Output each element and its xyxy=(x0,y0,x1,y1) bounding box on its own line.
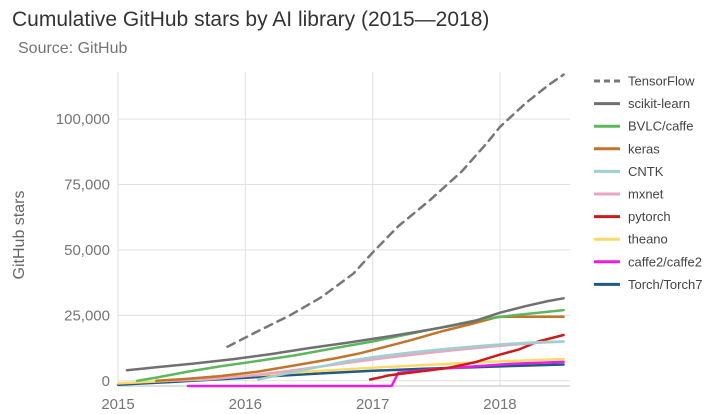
x-tick-label: 2016 xyxy=(229,396,262,413)
y-tick-label: 100,000 xyxy=(56,111,110,128)
y-tick-label: 0 xyxy=(102,373,110,390)
x-tick-label: 2015 xyxy=(101,396,134,413)
series-line-scikit-learn xyxy=(125,297,565,372)
legend-label-caffe2-caffe2: caffe2/caffe2 xyxy=(628,254,702,269)
legend-label-bvlc-caffe: BVLC/caffe xyxy=(628,119,694,134)
chart-title: Cumulative GitHub stars by AI library (2… xyxy=(12,8,490,31)
chart-subtitle: Source: GitHub xyxy=(18,40,128,57)
y-axis-label: GitHub stars xyxy=(11,191,28,280)
series-line-caffe2-caffe2 xyxy=(186,360,565,388)
series-line-pytorch xyxy=(368,333,565,381)
series-line-cntk xyxy=(256,340,565,381)
y-axis-ticks: 0 25,000 50,000 75,000 100,000 xyxy=(56,111,110,390)
grid xyxy=(117,72,570,387)
y-tick-label: 75,000 xyxy=(64,177,110,194)
legend-label-mxnet: mxnet xyxy=(628,187,664,202)
x-axis-ticks: 2015 2016 2017 2018 xyxy=(101,396,516,413)
series-line-bvlc-caffe xyxy=(135,308,565,383)
series-lines xyxy=(116,73,565,388)
y-tick-label: 25,000 xyxy=(64,307,110,324)
y-tick-label: 50,000 xyxy=(64,242,110,259)
legend-label-theano: theano xyxy=(628,232,668,247)
x-tick-label: 2017 xyxy=(356,396,389,413)
x-tick-label: 2018 xyxy=(483,396,516,413)
legend-label-keras: keras xyxy=(628,141,660,156)
legend-label-tensorflow: TensorFlow xyxy=(628,74,695,89)
legend-label-cntk: CNTK xyxy=(628,164,664,179)
series-line-torch-torch7 xyxy=(116,363,565,386)
legend-label-pytorch: pytorch xyxy=(628,209,671,224)
series-line-tensorflow xyxy=(226,73,565,349)
legend-label-scikit-learn: scikit-learn xyxy=(628,96,690,111)
legend-label-torch-torch7: Torch/Torch7 xyxy=(628,277,702,292)
legend: TensorFlow scikit-learn BVLC/caffe keras CNT… xyxy=(594,74,702,292)
